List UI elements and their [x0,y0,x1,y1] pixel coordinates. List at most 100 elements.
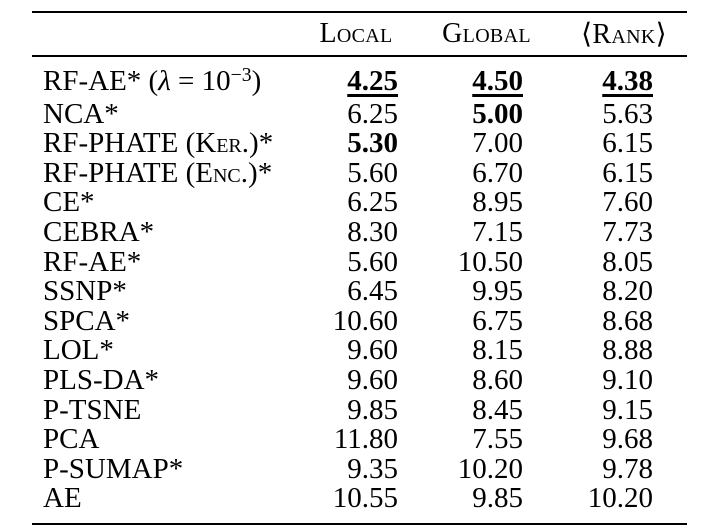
method-label: CEBRA* [32,215,300,248]
method-label-text: NCA* [43,97,119,130]
local-value: 6.25 [300,97,412,130]
method-label-text: P-TSNE [43,393,142,426]
method-label-text: )* [248,156,273,189]
method-label: SPCA* [32,306,300,337]
global-value: 6.75 [412,306,561,337]
table-row: P-TSNE 9.85 8.45 9.15 [32,393,687,426]
value-text: 6.70 [472,156,523,189]
value-text: 8.60 [472,363,523,396]
local-value: 5.30 [300,127,412,160]
method-label-text: LOL* [43,334,114,367]
rank-value: 6.15 [561,128,687,159]
header-local: Local [319,18,393,49]
local-value: 5.60 [300,158,412,189]
local-value: 9.85 [300,395,412,426]
value-text: 8.68 [602,304,653,337]
value-text: 6.45 [347,275,398,308]
value-text: 7.15 [472,215,523,248]
local-value: 5.60 [300,245,412,278]
local-value: 8.30 [300,217,412,248]
value-text: 9.68 [602,423,653,456]
value-text: 10.55 [332,482,398,515]
local-value: 9.35 [300,454,412,485]
method-label-text: CE* [43,186,95,219]
local-value: 9.60 [300,365,412,396]
value-text: 8.05 [602,245,653,278]
table-row: AE 10.55 9.85 10.20 [32,484,687,524]
rank-value: 7.73 [561,217,687,248]
method-label-text: P-SUMAP* [43,452,184,485]
global-value: 8.45 [412,393,561,426]
local-value: 6.45 [300,275,412,308]
header-row: Local Global ⟨Rank⟩ [32,12,687,56]
value-text: 8.95 [472,186,523,219]
value-text: 6.15 [602,156,653,189]
rank-value: 9.78 [561,454,687,485]
local-value: 10.60 [300,306,412,337]
method-label-text: SSNP* [43,275,127,308]
method-label: AE [32,484,300,524]
method-label-text: CEBRA* [43,215,155,248]
method-label-text: PCA [43,423,100,456]
value-text: 9.15 [602,393,653,426]
table-row: LOL* 9.60 8.15 8.88 [32,336,687,366]
value-text: 6.25 [347,186,398,219]
global-value: 8.60 [412,363,561,396]
value-text: 5.60 [347,245,398,278]
method-label-text: er. [216,127,250,160]
value-text: 5.30 [347,127,398,160]
method-label-text: −3 [230,64,252,87]
header-method [32,12,300,56]
table-body: RF-AE* (λ = 10−3) 4.25 4.50 4.38 NCA* 6.25 5.0… [32,56,687,524]
method-label: RF-PHATE (Enc.)* [32,156,300,189]
global-value: 10.20 [412,454,561,485]
local-value: 10.55 [300,484,412,524]
value-text: 9.95 [472,275,523,308]
rank-value: 8.20 [561,275,687,308]
global-value: 5.00 [412,99,561,130]
value-text: 7.60 [602,186,653,219]
method-label-text: AE [43,482,82,515]
method-label: SSNP* [32,275,300,308]
header-rank: ⟨Rank⟩ [581,19,667,50]
table-header: Local Global ⟨Rank⟩ [32,12,687,56]
table-row: RF-AE* 5.60 10.50 8.05 [32,245,687,278]
global-value: 7.15 [412,215,561,248]
local-value: 6.25 [300,188,412,218]
method-label: CE* [32,188,300,218]
value-text: 9.60 [347,334,398,367]
method-label-text: RF-PHATE (E [43,156,213,189]
global-value: 8.15 [412,336,561,366]
method-label: PLS-DA* [32,363,300,396]
method-label: P-SUMAP* [32,452,300,485]
local-value: 4.25 [300,56,412,100]
rank-value: 4.38 [561,56,687,100]
rank-value: 7.60 [561,188,687,218]
local-value: 9.60 [300,336,412,366]
results-table: Local Global ⟨Rank⟩ RF-AE* (λ = 10−3) 4.2… [32,11,687,525]
method-label: P-TSNE [32,393,300,426]
value-text: 8.20 [602,275,653,308]
value-text: 6.25 [347,97,398,130]
method-label: RF-AE* [32,247,300,278]
method-label-text: nc. [212,156,249,189]
global-value: 6.70 [412,156,561,189]
table-row: RF-AE* (λ = 10−3) 4.25 4.50 4.38 [32,56,687,100]
table-row: P-SUMAP* 9.35 10.20 9.78 [32,452,687,485]
method-label: PCA [32,423,300,456]
method-label-text: λ [158,65,171,97]
rank-value: 8.05 [561,245,687,278]
table-row: PCA 11.80 7.55 9.68 [32,423,687,456]
method-label-text: ) [251,65,262,97]
value-text: 7.00 [472,127,523,160]
rank-value: 10.20 [561,484,687,524]
global-value: 9.95 [412,275,561,308]
value-text: 8.45 [472,393,523,426]
value-text: 7.55 [472,423,523,456]
method-label-text: )* [249,127,274,160]
method-label-text: PLS-DA* [43,363,160,396]
rank-value: 5.63 [561,99,687,130]
method-label-text: RF-PHATE (K [43,127,217,160]
table-row: RF-PHATE (Enc.)* 5.60 6.70 6.15 [32,156,687,189]
